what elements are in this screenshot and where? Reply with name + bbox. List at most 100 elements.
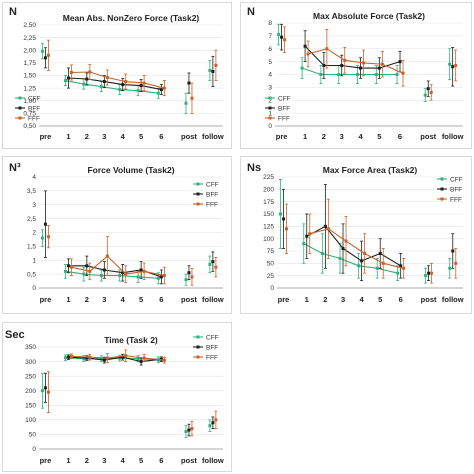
data-point-bff xyxy=(399,264,403,268)
y-tick-label: 200 xyxy=(25,388,36,395)
x-tick-label: follow xyxy=(442,132,464,141)
y-tick-label: 0,50 xyxy=(23,123,36,130)
data-point-bff xyxy=(85,264,89,268)
data-point-cff xyxy=(357,264,361,268)
y-unit-label: N xyxy=(247,6,255,18)
data-point-cff xyxy=(136,89,140,93)
x-tick-label: 2 xyxy=(323,295,327,304)
x-tick-label: 6 xyxy=(159,132,163,141)
data-point-bff xyxy=(187,81,191,85)
data-point-fff xyxy=(46,235,50,239)
x-tick-label: 6 xyxy=(159,456,163,465)
data-point-fff xyxy=(190,427,194,431)
legend-label-bff: BFF xyxy=(278,105,290,112)
legend-marker xyxy=(440,197,444,201)
data-point-cff xyxy=(118,88,122,92)
data-point-fff xyxy=(124,354,128,358)
y-tick-label: 0,75 xyxy=(23,111,36,118)
data-point-bff xyxy=(360,259,364,263)
x-tick-label: follow xyxy=(202,132,224,141)
data-point-cff xyxy=(302,242,306,246)
data-point-bff xyxy=(322,63,326,67)
data-point-fff xyxy=(283,38,287,42)
data-point-fff xyxy=(214,418,218,422)
x-tick-label: 4 xyxy=(121,295,126,304)
legend-label-cff: CFF xyxy=(206,181,219,188)
y-tick-label: 150 xyxy=(263,211,274,218)
data-point-cff xyxy=(136,275,140,279)
data-point-fff xyxy=(429,91,433,95)
legend-label-fff: FFF xyxy=(278,115,290,122)
data-point-cff xyxy=(99,357,103,361)
data-point-bff xyxy=(305,234,309,238)
data-point-fff xyxy=(454,261,458,265)
x-tick-label: 2 xyxy=(85,295,89,304)
x-tick-label: 3 xyxy=(341,295,345,304)
series-line-cff xyxy=(303,243,398,274)
legend-label-cff: CFF xyxy=(206,334,219,341)
y-tick-label: 1 xyxy=(32,257,36,264)
data-point-fff xyxy=(308,232,312,236)
data-point-cff xyxy=(279,212,283,216)
data-point-cff xyxy=(423,93,427,97)
legend-marker xyxy=(18,96,22,100)
data-point-bff xyxy=(280,35,284,39)
y-tick-label: 300 xyxy=(25,359,36,366)
data-point-fff xyxy=(306,52,310,56)
data-point-bff xyxy=(43,386,47,390)
x-tick-label: 1 xyxy=(303,132,307,141)
series-line-fff xyxy=(71,71,165,89)
series-line-bff xyxy=(304,45,401,69)
data-point-cff xyxy=(319,73,323,76)
data-point-fff xyxy=(142,269,146,273)
y-tick-label: 0 xyxy=(32,446,36,453)
x-tick-label: post xyxy=(420,132,436,141)
data-point-bff xyxy=(139,268,143,272)
y-tick-label: 1 xyxy=(268,110,272,117)
legend-label-cff: CFF xyxy=(450,176,463,183)
data-point-bff xyxy=(359,66,363,70)
data-point-bff xyxy=(66,76,70,80)
chart-title: Time (Task 2) xyxy=(104,335,158,345)
data-point-bff xyxy=(66,264,70,268)
data-point-fff xyxy=(46,53,50,57)
x-tick-label: 5 xyxy=(377,132,381,141)
x-tick-label: post xyxy=(181,456,197,465)
legend-marker xyxy=(268,96,272,100)
x-tick-label: follow xyxy=(442,295,464,304)
data-point-cff xyxy=(338,256,342,260)
y-tick-label: 225 xyxy=(263,174,274,181)
x-tick-label: 1 xyxy=(66,295,70,304)
data-point-fff xyxy=(190,96,194,100)
x-tick-label: 1 xyxy=(66,456,70,465)
x-tick-label: post xyxy=(181,295,197,304)
x-tick-label: pre xyxy=(40,456,52,465)
data-point-cff xyxy=(82,357,86,361)
data-point-cff xyxy=(118,274,122,278)
chart-title: Max Absolute Force (Task2) xyxy=(313,11,425,21)
legend-marker xyxy=(440,177,444,181)
legend-label-fff: FFF xyxy=(206,354,218,361)
y-unit-label: Ns xyxy=(247,162,261,174)
chart-panel-max-absolute-force: N Max Absolute Force (Task2) 0 1 2 3 4 5 6 7 8 pre 1… xyxy=(240,2,472,149)
data-point-cff xyxy=(374,73,378,76)
data-point-bff xyxy=(85,77,89,81)
data-point-fff xyxy=(88,70,92,74)
y-tick-label: 2,5 xyxy=(27,216,36,223)
y-tick-label: 6 xyxy=(268,46,272,53)
data-point-fff xyxy=(88,355,92,359)
data-point-cff xyxy=(184,101,188,105)
data-point-cff xyxy=(320,251,324,255)
data-point-cff xyxy=(82,272,86,276)
data-point-bff xyxy=(451,249,455,253)
data-point-bff xyxy=(102,268,106,272)
data-point-fff xyxy=(381,261,385,265)
data-point-bff xyxy=(159,275,163,279)
y-tick-label: 4 xyxy=(268,72,272,79)
data-point-fff xyxy=(430,271,434,275)
chart-svg: N³ Force Volume (Task2) 0 0,5 1 1,5 2 2,5 3 3,5 4 p… xyxy=(9,162,224,304)
y-tick-label: 8 xyxy=(268,20,272,27)
x-tick-label: follow xyxy=(202,295,224,304)
data-point-fff xyxy=(285,227,289,231)
legend-marker xyxy=(196,335,200,339)
